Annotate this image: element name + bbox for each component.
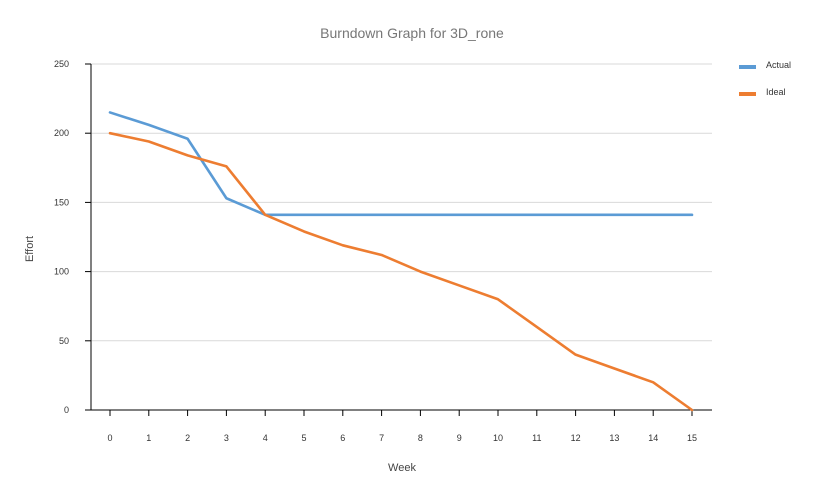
legend[interactable]: Actual Ideal [739, 60, 791, 97]
series-line-actual [108, 111, 694, 217]
x-tick-label: 9 [457, 433, 462, 443]
x-tick-label: 5 [301, 433, 306, 443]
chart-title: Burndown Graph for 3D_rone [320, 25, 504, 41]
x-tick-label: 1 [146, 433, 151, 443]
series-lines [108, 111, 694, 412]
x-tick-label: 8 [418, 433, 423, 443]
x-tick-label: 12 [571, 433, 581, 443]
x-tick-label: 7 [379, 433, 384, 443]
legend-swatch [739, 65, 756, 69]
y-axis-label: Effort [24, 236, 36, 262]
x-tick-label: 2 [185, 433, 190, 443]
y-tick-label: 150 [54, 197, 69, 207]
legend-label: Actual [766, 60, 791, 70]
y-tick-label: 200 [54, 128, 69, 138]
legend-swatch [739, 92, 756, 96]
y-tick-label: 100 [54, 267, 69, 277]
x-tick-label: 14 [648, 433, 658, 443]
x-tick-label: 6 [340, 433, 345, 443]
y-tick-label: 250 [54, 59, 69, 69]
y-tick-label: 50 [59, 336, 69, 346]
x-tick-label: 3 [224, 433, 229, 443]
x-tick-label: 15 [687, 433, 697, 443]
series-line-ideal [108, 131, 694, 412]
x-tick-label: 0 [107, 433, 112, 443]
legend-label: Ideal [766, 87, 786, 97]
x-tick-label: 4 [263, 433, 268, 443]
x-tick-label: 13 [609, 433, 619, 443]
x-axis-label: Week [388, 462, 416, 474]
legend-item-actual[interactable]: Actual [739, 60, 791, 70]
grid-lines [91, 63, 712, 342]
legend-item-ideal[interactable]: Ideal [739, 87, 786, 97]
x-tick-label: 10 [493, 433, 503, 443]
x-tick-label: 11 [532, 433, 541, 443]
y-tick-label: 0 [64, 405, 69, 415]
